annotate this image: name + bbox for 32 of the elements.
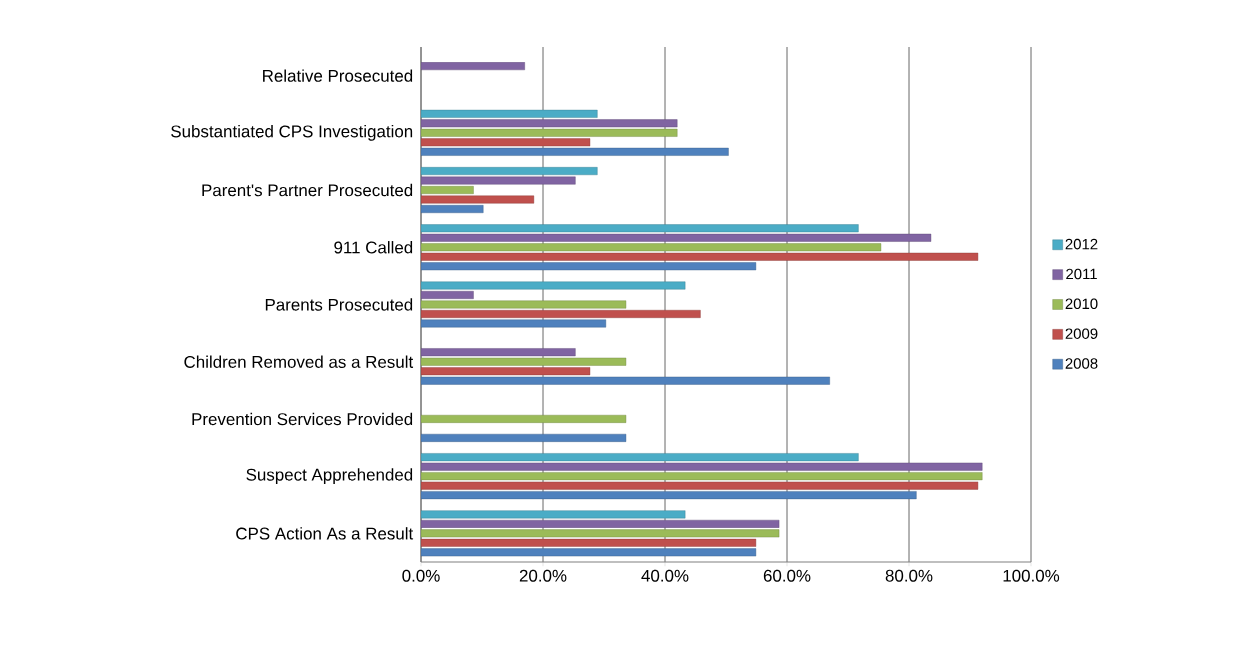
y-tick-label: 911 Called <box>334 241 413 254</box>
legend-label: 2009 <box>1065 328 1098 339</box>
y-tick-label: Substantiated CPS Investigation <box>171 124 413 141</box>
bar <box>421 348 576 357</box>
bar <box>421 195 535 204</box>
legend-label: 2011 <box>1066 268 1097 280</box>
legend-label: 2008 <box>1065 358 1098 369</box>
x-tick-label: 0.0% <box>402 569 440 582</box>
bar <box>421 176 576 185</box>
x-tick-label: 80.0% <box>885 569 933 582</box>
bar <box>421 233 932 242</box>
x-tick-label: 100.0% <box>1003 569 1060 582</box>
bar <box>421 300 627 309</box>
x-tick-label: 40.0% <box>641 569 689 582</box>
y-tick-label: Relative Prosecuted <box>263 69 413 82</box>
bar <box>421 319 607 328</box>
bar <box>421 462 983 471</box>
y-tick-label: Suspect Apprehended <box>246 468 413 485</box>
y-tick-label: Prevention Services Provided <box>192 412 413 426</box>
x-tick-label: 20.0% <box>519 569 567 582</box>
y-tick-label: CPS Action As a Result <box>236 527 414 540</box>
bar <box>421 519 780 528</box>
y-tick-label: Children Removed as a Result <box>184 355 414 368</box>
bar <box>421 119 678 128</box>
y-tick-label: Parent's Partner Prosecuted <box>202 183 413 197</box>
bar <box>421 291 474 299</box>
x-tick-label: 60.0% <box>763 569 811 582</box>
legend-label: 2010 <box>1065 298 1098 310</box>
bar <box>421 62 525 71</box>
legend-label: 2012 <box>1065 238 1098 250</box>
y-tick-label: Parents Prosecuted <box>265 298 413 311</box>
bar <box>421 281 686 290</box>
